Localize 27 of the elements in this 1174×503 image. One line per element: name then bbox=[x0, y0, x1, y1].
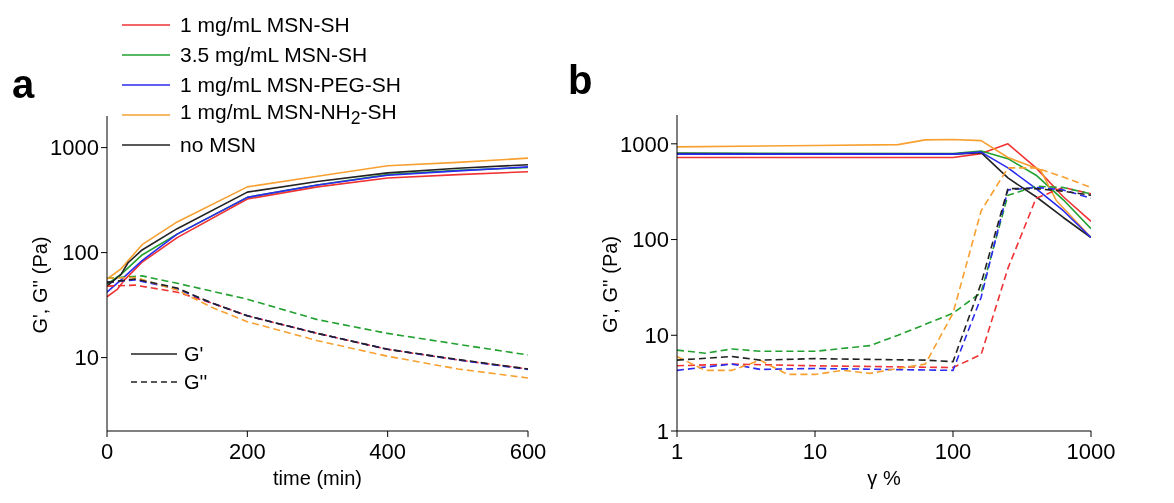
x-tick-label: 400 bbox=[369, 439, 407, 464]
y-tick-label: 10 bbox=[644, 323, 669, 349]
legend-label: 3.5 mg/mL MSN-SH bbox=[180, 43, 368, 67]
x-tick-label: 1000 bbox=[1066, 439, 1116, 464]
legend-label: 1 mg/mL MSN-NH$_{2}$-SH bbox=[180, 100, 397, 130]
y-tick-label: 1000 bbox=[620, 131, 669, 157]
y-tick-label: 1000 bbox=[50, 135, 99, 161]
y-axis-title: G', G'' (Pa) bbox=[29, 236, 52, 334]
y-tick-label: 10 bbox=[74, 345, 99, 371]
x-tick-label: 600 bbox=[509, 439, 547, 464]
x-tick-label: 100 bbox=[934, 439, 972, 464]
x-tick-label: 0 bbox=[100, 439, 114, 464]
annotation: G'' bbox=[184, 370, 208, 394]
annotation: G' bbox=[184, 342, 204, 366]
chart-title: a bbox=[12, 62, 35, 107]
y-tick-label: 1 bbox=[656, 418, 669, 444]
x-tick-label: 10 bbox=[802, 439, 828, 464]
y-tick-label: 100 bbox=[62, 240, 99, 266]
legend-label: 1 mg/mL MSN-SH bbox=[180, 13, 350, 37]
legend-label: 1 mg/mL MSN-PEG-SH bbox=[180, 73, 401, 97]
x-axis-title: γ % bbox=[867, 467, 901, 489]
chart-title: b bbox=[568, 58, 593, 103]
legend-label: no MSN bbox=[180, 133, 256, 157]
x-tick-label: 200 bbox=[228, 439, 266, 464]
y-axis-title: G', G'' (Pa) bbox=[599, 235, 622, 333]
y-tick-label: 100 bbox=[632, 227, 669, 253]
x-axis-title: time (min) bbox=[273, 467, 362, 489]
